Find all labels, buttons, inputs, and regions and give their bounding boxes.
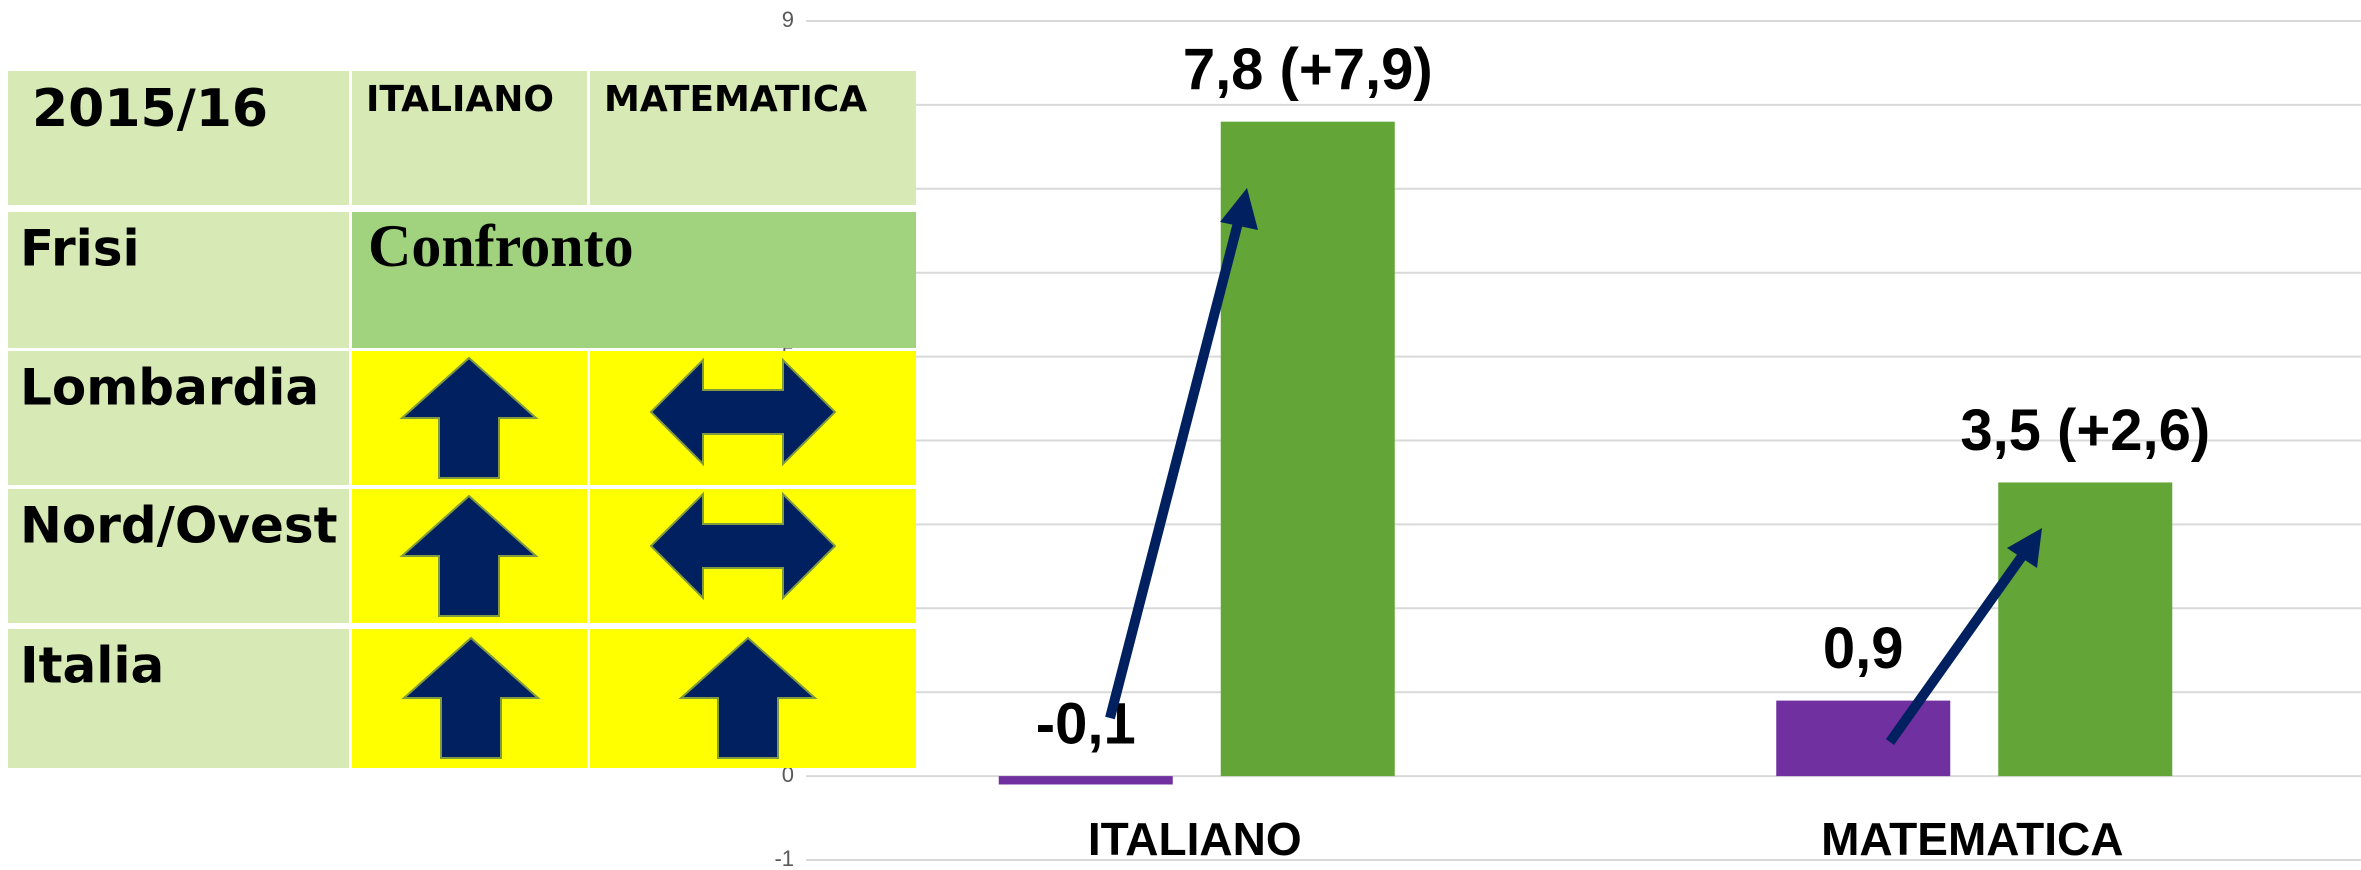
up-arrow [399,494,539,617]
merged-cell: Confronto [368,213,634,279]
table-cell [352,212,916,348]
table-cell [8,212,349,348]
table-cell [590,71,916,205]
arrow-head [2007,528,2042,568]
table-cell [8,351,349,485]
row-label: Italia [20,637,164,695]
row-label: Lombardia [20,359,319,417]
table-header: ITALIANO [366,79,554,120]
y-tick-label: 9 [782,7,794,32]
up-arrow [678,636,818,759]
table-header: 2015/16 [32,79,268,139]
table-cell [352,71,587,205]
double-arrow [649,491,837,601]
arrow [1885,549,2030,745]
table-icons [399,356,837,759]
x-tick-label: MATEMATICA [1821,813,2123,865]
up-arrow [399,356,539,479]
bar [1998,482,2173,777]
bar [998,776,1173,785]
bar [1776,700,1951,777]
up-arrow [401,636,541,759]
y-tick-label: -1 [774,846,794,870]
annotations [1105,188,2042,745]
bar [1220,121,1395,777]
arrow-head [1220,188,1258,230]
table-cell [8,71,349,205]
table-cell [8,489,349,623]
row-label: Nord/Ovest [20,497,338,555]
row-label: Frisi [20,220,140,278]
data-label: -0,1 [1036,691,1136,756]
table: 2015/16 ITALIANO MATEMATICA Frisi Confronto L… [8,71,916,768]
y-tick-label: 0 [782,762,794,787]
plot: -10123456789ITALIANO-0,17,8 (+7,9)MATEMA… [774,7,2361,870]
data-label: 7,8 (+7,9) [1183,37,1433,102]
data-label: 3,5 (+2,6) [1960,398,2210,463]
table-header: MATEMATICA [604,79,867,120]
arrow [1105,213,1245,720]
table-cell [8,629,349,768]
x-tick-label: ITALIANO [1088,813,1302,865]
double-arrow [649,357,837,467]
data-label: 0,9 [1823,616,1904,681]
